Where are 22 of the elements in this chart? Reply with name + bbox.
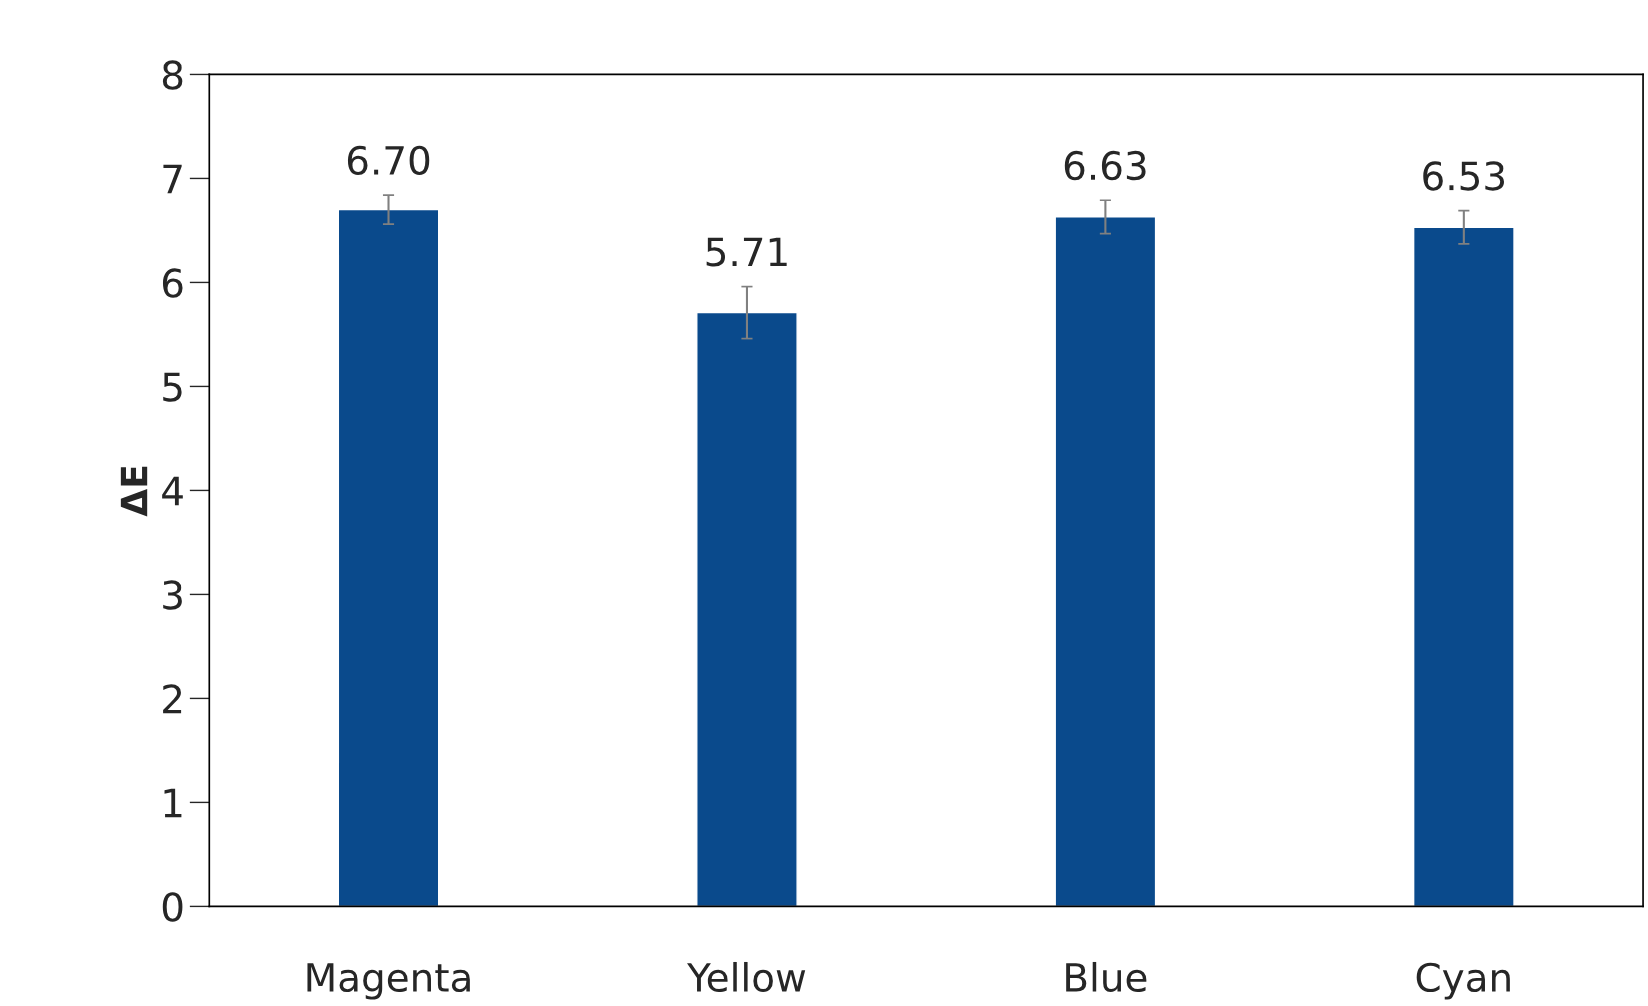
y-axis-title: ΔE xyxy=(120,466,148,517)
data-label: 5.71 xyxy=(706,237,787,267)
bar xyxy=(337,208,440,907)
bar xyxy=(1412,226,1515,907)
y-tick-label: 3 xyxy=(163,580,182,610)
x-tick-label: Yellow xyxy=(687,961,806,993)
data-label: 6.53 xyxy=(1423,161,1505,191)
data-label: 6.70 xyxy=(347,145,430,176)
y-tick-label: 1 xyxy=(164,788,182,818)
y-tick-label: 6 xyxy=(162,268,183,298)
y-tick-label: 7 xyxy=(163,164,182,194)
y-tick-label: 2 xyxy=(163,684,182,714)
x-tick-label: Magenta xyxy=(307,963,470,1000)
y-tick-label: 5 xyxy=(163,372,182,402)
x-tick-label: Cyan xyxy=(1416,962,1510,1000)
data-label: 6.63 xyxy=(1064,150,1146,181)
y-tick-label: 8 xyxy=(162,60,183,90)
y-tick-label: 0 xyxy=(162,892,183,922)
bar xyxy=(1054,216,1157,907)
x-tick-label: Blue xyxy=(1066,961,1147,993)
y-tick-label: 4 xyxy=(162,476,183,506)
bar xyxy=(696,311,798,907)
